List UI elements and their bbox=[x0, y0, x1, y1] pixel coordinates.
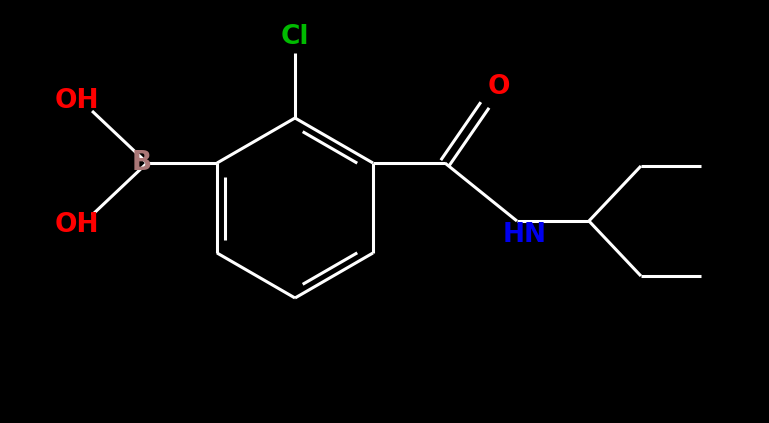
Text: OH: OH bbox=[55, 88, 99, 114]
Text: HN: HN bbox=[503, 222, 547, 248]
Text: B: B bbox=[132, 150, 152, 176]
Text: OH: OH bbox=[55, 212, 99, 238]
Text: Cl: Cl bbox=[281, 24, 309, 50]
Text: O: O bbox=[488, 74, 510, 100]
